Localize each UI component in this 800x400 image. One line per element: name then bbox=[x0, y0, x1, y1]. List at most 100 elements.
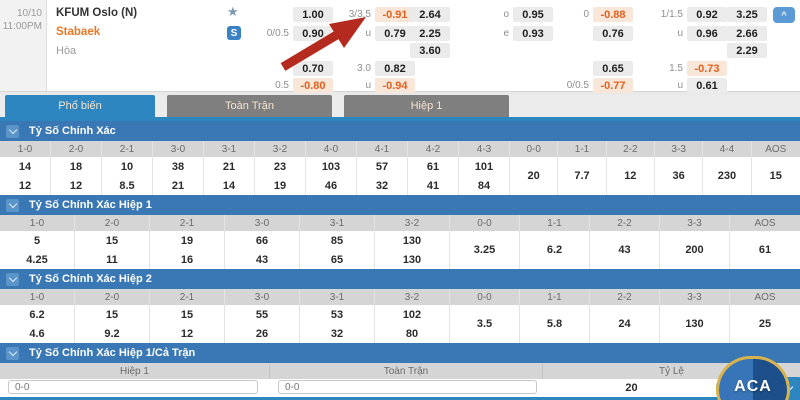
odds-value[interactable]: 2.25 bbox=[410, 26, 450, 41]
score-odd-bottom[interactable]: 21 bbox=[171, 179, 185, 192]
score-section-header[interactable]: Tỷ Số Chính Xác Hiệp 2 bbox=[0, 269, 800, 289]
score-odd-top[interactable]: 5 bbox=[33, 234, 41, 247]
score-odd[interactable]: 12 bbox=[624, 170, 637, 182]
score-section-header[interactable]: Tỷ Số Chính Xác bbox=[0, 121, 800, 141]
score-odd-top[interactable]: 57 bbox=[375, 160, 389, 173]
tab-first-half[interactable]: Hiệp 1 bbox=[344, 95, 509, 117]
half-score-select[interactable]: 0-0 bbox=[8, 380, 258, 394]
score-odd-top[interactable]: 10 bbox=[120, 160, 134, 173]
score-odd-bottom[interactable]: 19 bbox=[273, 179, 287, 192]
combo-section-header[interactable]: Tỷ Số Chính Xác Hiệp 1/Cả Trận bbox=[0, 343, 800, 363]
score-odd-bottom[interactable]: 9.2 bbox=[104, 327, 120, 340]
score-odd-top[interactable]: 66 bbox=[255, 234, 269, 247]
odds-value[interactable]: 0.61 bbox=[687, 78, 727, 93]
score-odd-top[interactable]: 102 bbox=[402, 308, 422, 321]
score-odd[interactable]: 15 bbox=[769, 170, 782, 182]
odds-value[interactable]: 2.66 bbox=[727, 26, 767, 41]
score-header: 3-3 bbox=[654, 141, 703, 157]
odds-value[interactable]: -0.73 bbox=[687, 61, 727, 76]
odds-value[interactable]: 1.00 bbox=[293, 7, 333, 22]
score-odd-bottom[interactable]: 65 bbox=[330, 253, 344, 266]
score-odd-top[interactable]: 15 bbox=[105, 234, 119, 247]
odds-value[interactable]: 0.65 bbox=[593, 61, 633, 76]
score-odd-bottom[interactable]: 11 bbox=[106, 253, 118, 266]
score-odd[interactable]: 43 bbox=[618, 244, 631, 256]
score-odd-top[interactable]: 61 bbox=[426, 160, 440, 173]
score-odd[interactable]: 20 bbox=[527, 170, 540, 182]
score-odd[interactable]: 5.8 bbox=[546, 318, 563, 330]
score-odd-top[interactable]: 130 bbox=[402, 234, 422, 247]
score-odd[interactable]: 7.7 bbox=[574, 170, 590, 182]
odds-value[interactable]: 0.96 bbox=[687, 26, 727, 41]
tab-popular[interactable]: Phổ biến bbox=[5, 95, 155, 117]
stats-badge-icon[interactable]: S bbox=[227, 26, 241, 40]
score-odd-top[interactable]: 6.2 bbox=[29, 308, 45, 321]
score-odd-top[interactable]: 101 bbox=[474, 160, 494, 173]
score-odd[interactable]: 6.2 bbox=[546, 244, 563, 256]
score-odd-bottom[interactable]: 130 bbox=[402, 253, 422, 266]
score-odd-bottom[interactable]: 46 bbox=[324, 179, 338, 192]
score-odd-top[interactable]: 14 bbox=[18, 160, 32, 173]
odds-value[interactable]: 0.70 bbox=[293, 61, 333, 76]
score-odd-bottom[interactable]: 4.25 bbox=[26, 253, 48, 266]
score-odd[interactable]: 130 bbox=[685, 318, 704, 330]
score-odd[interactable]: 36 bbox=[672, 170, 685, 182]
score-odd-bottom[interactable]: 84 bbox=[477, 179, 491, 192]
score-odd-top[interactable]: 23 bbox=[273, 160, 287, 173]
score-odd-bottom[interactable]: 12 bbox=[18, 179, 32, 192]
score-odd-top[interactable]: 19 bbox=[180, 234, 194, 247]
tab-full-match[interactable]: Toàn Trận bbox=[167, 95, 332, 117]
score-odd-bottom[interactable]: 41 bbox=[426, 179, 440, 192]
score-odd-bottom[interactable]: 12 bbox=[69, 179, 83, 192]
score-odd-top[interactable]: 55 bbox=[255, 308, 269, 321]
full-score-select[interactable]: 0-0 bbox=[278, 380, 537, 394]
odds-cell: 2.66 bbox=[727, 26, 767, 41]
score-odd[interactable]: 230 bbox=[717, 170, 737, 182]
odds-value[interactable]: 2.64 bbox=[410, 7, 450, 22]
score-odd-top[interactable]: 103 bbox=[321, 160, 341, 173]
score-header: 4-4 bbox=[703, 141, 751, 157]
odds-value[interactable]: 0.79 bbox=[375, 26, 415, 41]
score-odd-bottom[interactable]: 4.6 bbox=[29, 327, 45, 340]
odds-value[interactable]: 2.29 bbox=[727, 43, 767, 58]
score-odd-bottom[interactable]: 14 bbox=[222, 179, 236, 192]
odds-value[interactable]: -0.77 bbox=[593, 78, 633, 93]
score-odd-top[interactable]: 85 bbox=[330, 234, 344, 247]
odds-value[interactable]: -0.88 bbox=[593, 7, 633, 22]
odds-value[interactable]: 0.95 bbox=[513, 7, 553, 22]
odds-value[interactable]: 0.76 bbox=[593, 26, 633, 41]
odds-value[interactable]: -0.94 bbox=[375, 78, 415, 93]
score-odd[interactable]: 24 bbox=[618, 318, 631, 330]
score-odd[interactable]: 25 bbox=[758, 318, 772, 330]
score-odd-bottom[interactable]: 16 bbox=[180, 253, 194, 266]
odds-value[interactable]: 3.60 bbox=[410, 43, 450, 58]
score-odd[interactable]: 3.5 bbox=[476, 318, 493, 330]
odds-handicap-label: 0/0.5 bbox=[266, 28, 289, 39]
score-odd-bottom[interactable]: 43 bbox=[255, 253, 269, 266]
odds-value[interactable]: 0.90 bbox=[293, 26, 333, 41]
collapse-match-button[interactable]: ^ bbox=[773, 7, 795, 23]
odds-value[interactable]: 3.25 bbox=[727, 7, 767, 22]
score-odd-top[interactable]: 53 bbox=[330, 308, 344, 321]
favorite-star-icon[interactable]: ★ bbox=[227, 4, 239, 19]
score-section-header[interactable]: Tỷ Số Chính Xác Hiệp 1 bbox=[0, 195, 800, 215]
score-odd-top[interactable]: 38 bbox=[171, 160, 185, 173]
score-odd[interactable]: 3.25 bbox=[473, 244, 496, 256]
odds-value[interactable]: -0.80 bbox=[293, 78, 333, 93]
score-odd-bottom[interactable]: 80 bbox=[405, 327, 419, 340]
score-odd[interactable]: 200 bbox=[685, 244, 704, 256]
score-odd-top[interactable]: 18 bbox=[69, 160, 83, 173]
odds-value[interactable]: 0.82 bbox=[375, 61, 415, 76]
score-odd-bottom[interactable]: 26 bbox=[255, 327, 269, 340]
odds-value[interactable]: -0.91 bbox=[375, 7, 415, 22]
score-odd-top[interactable]: 21 bbox=[222, 160, 236, 173]
odds-value[interactable]: 0.93 bbox=[513, 26, 553, 41]
score-odd-bottom[interactable]: 8.5 bbox=[119, 179, 135, 192]
odds-value[interactable]: 0.92 bbox=[687, 7, 727, 22]
score-odd-top[interactable]: 15 bbox=[180, 308, 194, 321]
score-odd-top[interactable]: 15 bbox=[105, 308, 119, 321]
score-odd-bottom[interactable]: 32 bbox=[330, 327, 344, 340]
score-odd-bottom[interactable]: 12 bbox=[180, 327, 194, 340]
score-odd[interactable]: 61 bbox=[758, 244, 772, 256]
score-odd-bottom[interactable]: 32 bbox=[375, 179, 389, 192]
